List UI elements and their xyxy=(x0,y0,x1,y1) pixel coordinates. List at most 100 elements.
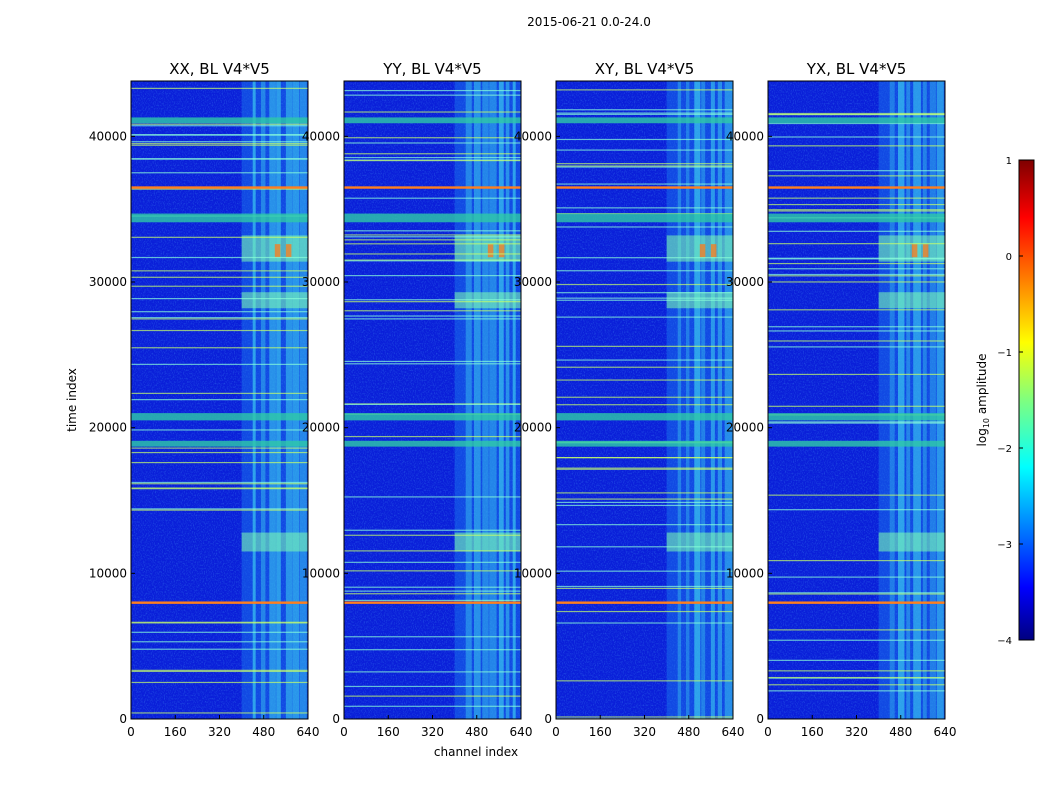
flag-row xyxy=(344,435,521,438)
rfi-hotspot xyxy=(922,244,929,258)
flag-row xyxy=(556,622,733,624)
y-tick-label: 0 xyxy=(544,712,552,726)
flag-row xyxy=(344,275,521,277)
flag-row xyxy=(131,363,308,365)
flag-row xyxy=(768,209,945,211)
y-tick-label: 10000 xyxy=(302,566,340,580)
x-tick-label: 0 xyxy=(552,725,560,739)
flag-row xyxy=(556,165,733,167)
flag-row xyxy=(556,587,733,589)
bright-flag-row xyxy=(131,186,308,189)
x-tick-label: 320 xyxy=(421,725,444,739)
flag-row xyxy=(344,260,521,262)
bright-flag-row xyxy=(768,601,945,604)
flag-row xyxy=(131,509,308,511)
bright-flag-row xyxy=(131,601,308,604)
flag-row xyxy=(768,175,945,177)
flag-band xyxy=(344,213,521,223)
flag-row xyxy=(131,488,308,490)
flag-row xyxy=(131,622,308,624)
colorbar-label-sub: 10 xyxy=(982,418,991,428)
flag-row xyxy=(344,318,521,320)
panel-title: XX, BL V4*V5 xyxy=(169,60,270,78)
rfi-hotspot xyxy=(498,244,505,258)
flag-row xyxy=(344,363,521,365)
x-tick-label: 480 xyxy=(677,725,700,739)
flag-row xyxy=(344,156,521,159)
flag-row xyxy=(768,373,945,376)
flag-row xyxy=(344,561,521,563)
rfi-channel-stripe xyxy=(897,81,905,719)
flag-row xyxy=(556,292,733,294)
flag-band xyxy=(768,413,945,421)
x-tick-label: 0 xyxy=(127,725,135,739)
panel-2: YY, BL V4*V5 0 160 320 480 640 0 10000 20000 3000… xyxy=(302,60,533,739)
flag-row xyxy=(131,298,308,300)
flag-band xyxy=(556,117,733,124)
y-tick-label: 40000 xyxy=(89,129,127,143)
flag-row xyxy=(131,670,308,673)
y-tick-label: 10000 xyxy=(514,566,552,580)
flag-row xyxy=(344,590,521,592)
flag-row xyxy=(768,346,945,348)
flag-row xyxy=(556,546,733,548)
panel-title: YY, BL V4*V5 xyxy=(382,60,481,78)
flag-row xyxy=(768,690,945,692)
y-axis-label: time index xyxy=(65,368,79,432)
flag-row xyxy=(556,524,733,526)
flag-row xyxy=(344,550,521,552)
x-tick-label: 160 xyxy=(801,725,824,739)
y-tick-label: 30000 xyxy=(726,275,764,289)
flag-row xyxy=(344,299,521,301)
flag-row xyxy=(768,197,945,199)
rfi-channel-stripe xyxy=(929,81,936,719)
flag-row xyxy=(768,273,945,276)
flag-row xyxy=(131,141,308,143)
rfi-block xyxy=(666,532,733,552)
flag-row xyxy=(131,451,308,454)
flag-row xyxy=(768,145,945,147)
flag-row xyxy=(344,685,521,688)
flag-band xyxy=(131,440,308,447)
flag-row xyxy=(344,310,521,312)
flag-row xyxy=(344,142,521,144)
flag-row xyxy=(556,270,733,272)
flag-row xyxy=(131,172,308,174)
rfi-channel-stripe xyxy=(936,81,944,719)
flag-row xyxy=(131,347,308,349)
flag-row xyxy=(131,399,308,401)
flag-row xyxy=(131,276,308,278)
flag-row xyxy=(131,158,308,160)
rfi-hotspot xyxy=(285,244,292,258)
flag-row xyxy=(131,318,308,320)
flag-row xyxy=(131,648,308,650)
rfi-hotspot xyxy=(487,244,494,258)
flag-row xyxy=(344,234,521,236)
flag-row xyxy=(344,636,521,638)
y-tick-label: 10000 xyxy=(726,566,764,580)
flag-row xyxy=(556,226,733,228)
flag-row xyxy=(556,501,733,504)
flag-band xyxy=(556,440,733,447)
flag-row xyxy=(344,197,521,199)
flag-row xyxy=(768,258,945,260)
flag-row xyxy=(344,529,521,531)
x-tick-label: 640 xyxy=(297,725,320,739)
colorbar-tick-label: −3 xyxy=(997,540,1012,551)
flag-row xyxy=(131,487,308,489)
flag-row xyxy=(556,396,733,398)
x-tick-label: 0 xyxy=(340,725,348,739)
rfi-channel-stripe xyxy=(685,81,690,719)
flag-row xyxy=(131,681,308,684)
flag-row xyxy=(768,629,945,631)
flag-row xyxy=(556,468,733,470)
flag-row xyxy=(768,684,945,686)
flag-row xyxy=(131,712,308,714)
flag-row xyxy=(768,114,945,116)
rfi-channel-stripe xyxy=(922,81,927,719)
flag-row xyxy=(131,631,308,633)
x-tick-label: 480 xyxy=(465,725,488,739)
x-tick-label: 640 xyxy=(510,725,533,739)
flag-row xyxy=(344,403,521,406)
